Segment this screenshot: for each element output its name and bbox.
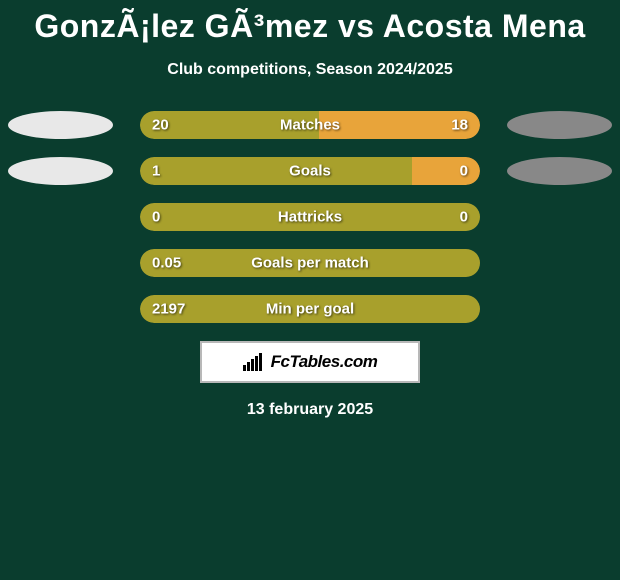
comparison-row: 0 0 Hattricks [0,203,620,231]
bars-icon [243,353,265,371]
value-player1: 0.05 [152,255,181,272]
bar-track: 20 18 Matches [140,111,480,139]
metric-label: Matches [280,117,340,134]
player2-ellipse [507,157,612,185]
value-player2: 0 [460,163,468,180]
comparison-row: 1 0 Goals [0,157,620,185]
value-player2: 0 [460,209,468,226]
player1-ellipse [8,111,113,139]
page-title: GonzÃ¡lez GÃ³mez vs Acosta Mena [0,0,620,45]
comparison-row: 20 18 Matches [0,111,620,139]
date-label: 13 february 2025 [0,401,620,419]
player1-ellipse [8,157,113,185]
logo-box: FcTables.com [200,341,420,383]
value-player1: 0 [152,209,160,226]
bar-track: 1 0 Goals [140,157,480,185]
bar-track: 0.05 Goals per match [140,249,480,277]
comparison-chart: 20 18 Matches 1 0 Goals 0 0 Hattricks 0.05 Goals p… [0,111,620,323]
bar-track: 2197 Min per goal [140,295,480,323]
comparison-row: 2197 Min per goal [0,295,620,323]
player2-ellipse [507,111,612,139]
value-player1: 20 [152,117,169,134]
value-player1: 2197 [152,301,185,318]
metric-label: Goals per match [251,255,369,272]
bar-track: 0 0 Hattricks [140,203,480,231]
value-player1: 1 [152,163,160,180]
metric-label: Goals [289,163,331,180]
bar-player1 [140,157,412,185]
logo-text: FcTables.com [271,352,378,372]
metric-label: Min per goal [266,301,354,318]
value-player2: 18 [451,117,468,134]
metric-label: Hattricks [278,209,342,226]
bar-player2 [412,157,480,185]
subtitle: Club competitions, Season 2024/2025 [0,61,620,79]
comparison-row: 0.05 Goals per match [0,249,620,277]
